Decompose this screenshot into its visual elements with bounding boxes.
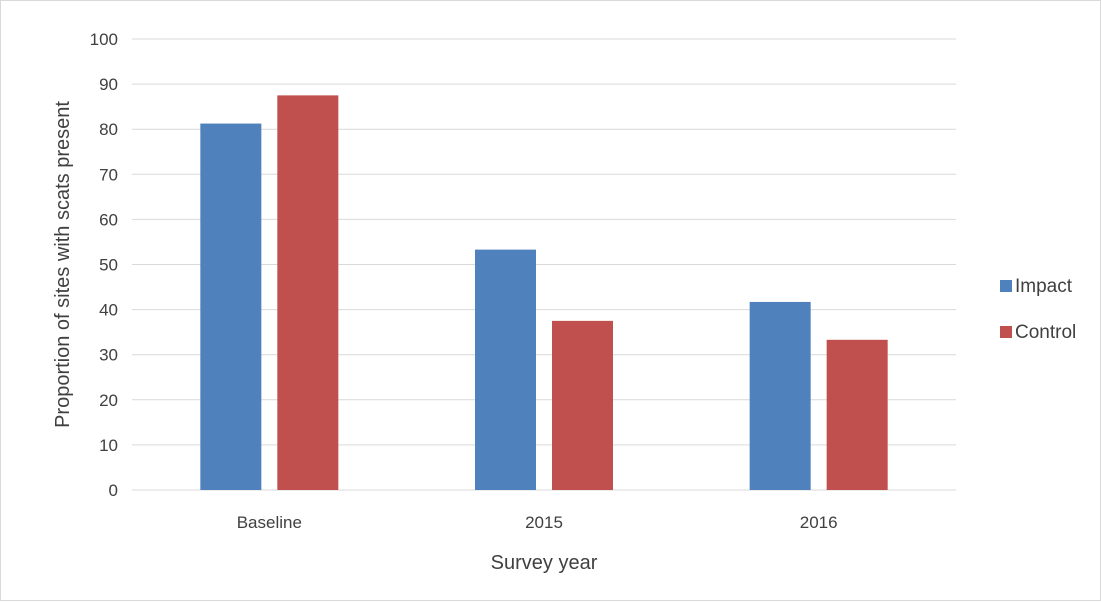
- legend-label-control: Control: [1015, 322, 1076, 343]
- x-axis-title: Survey year: [491, 552, 598, 574]
- y-tick-label: 10: [99, 436, 118, 455]
- bars: [200, 95, 888, 490]
- bar-control-2016: [826, 339, 888, 490]
- y-tick-label: 70: [99, 165, 118, 184]
- y-tick-label: 0: [109, 481, 118, 500]
- bar-control-baseline: [277, 95, 339, 490]
- legend-swatch-control: [1000, 326, 1012, 338]
- x-tick-label: 2016: [800, 513, 838, 532]
- y-tick-label: 100: [90, 30, 118, 49]
- x-tick-label: Baseline: [237, 513, 302, 532]
- x-tick-label: 2015: [525, 513, 563, 532]
- y-tick-label: 20: [99, 391, 118, 410]
- x-axis-ticks: Baseline 2015 2016: [237, 513, 838, 532]
- bar-control-2015: [552, 320, 613, 490]
- y-tick-label: 30: [99, 346, 118, 365]
- y-tick-label: 60: [99, 210, 118, 229]
- legend: Impact Control: [1000, 276, 1076, 343]
- bar-impact-baseline: [200, 123, 262, 490]
- y-tick-label: 50: [99, 256, 118, 275]
- legend-swatch-impact: [1000, 280, 1012, 292]
- y-tick-label: 90: [99, 75, 118, 94]
- y-axis-title: Proportion of sites with scats present: [52, 101, 74, 428]
- y-tick-label: 80: [99, 120, 118, 139]
- legend-label-impact: Impact: [1015, 276, 1073, 297]
- bar-impact-2016: [749, 301, 811, 490]
- y-axis-ticks: 0 10 20 30 40 50 60 70 80 90 100: [90, 30, 118, 500]
- y-tick-label: 40: [99, 301, 118, 320]
- bar-impact-2015: [475, 249, 536, 490]
- gridlines: [132, 38, 956, 491]
